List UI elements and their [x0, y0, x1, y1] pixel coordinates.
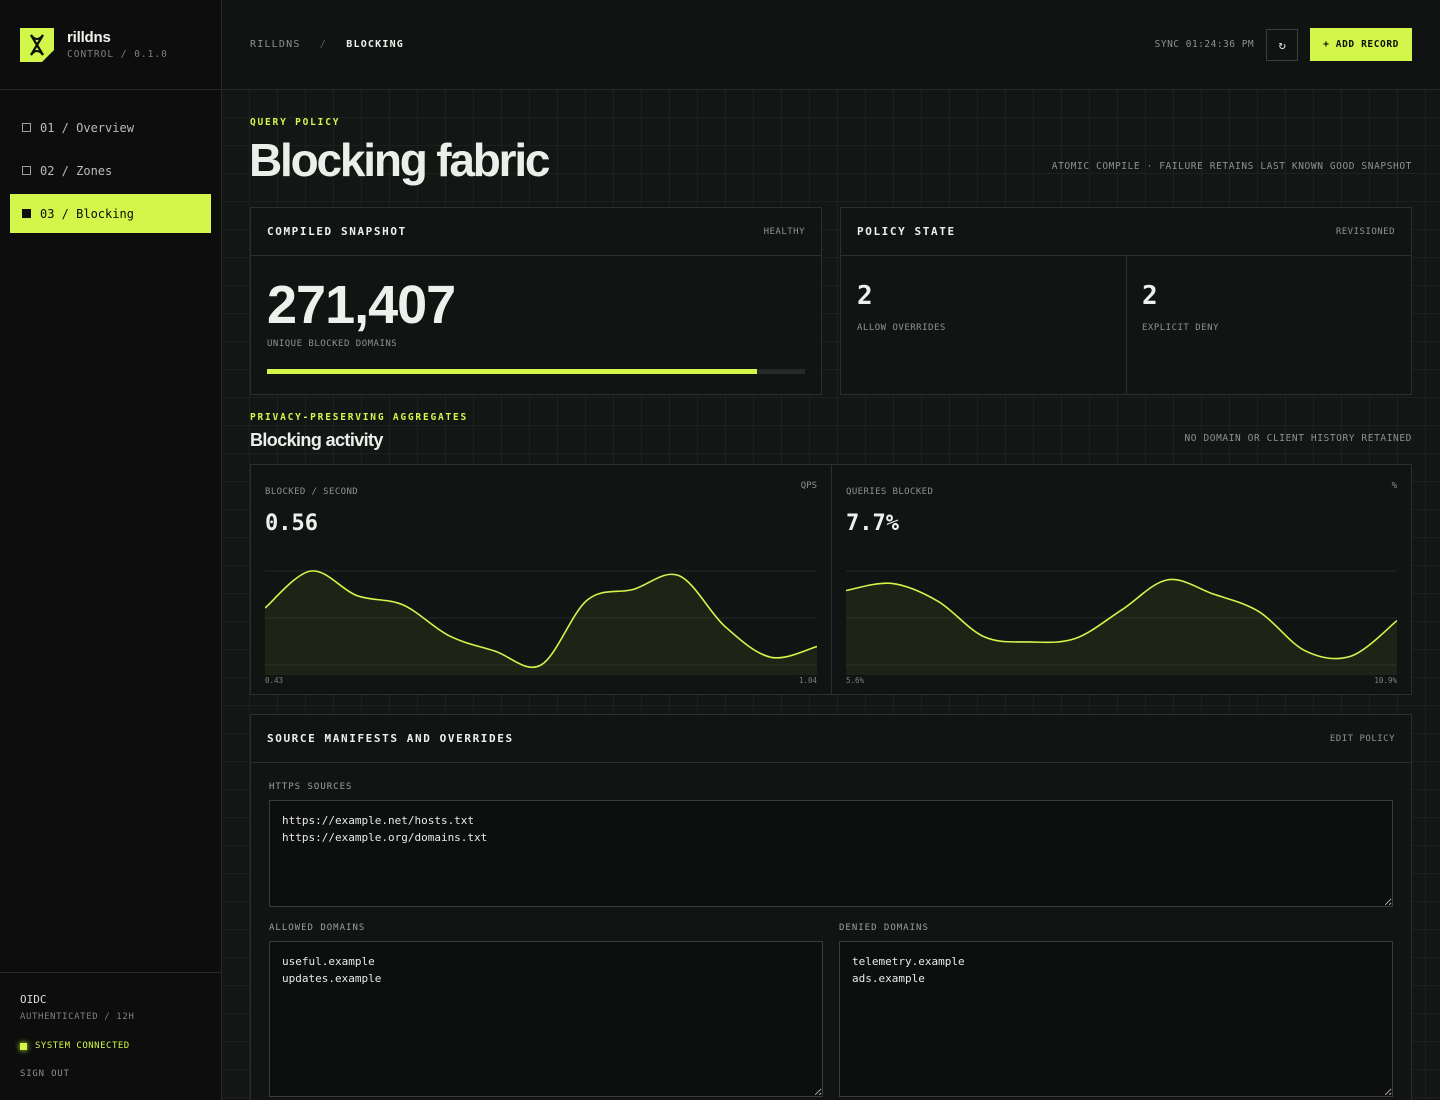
panel-header: SOURCE MANIFESTS AND OVERRIDES EDIT POLI…: [251, 715, 1411, 763]
main-content: QUERY POLICY Blocking fabric ATOMIC COMP…: [222, 90, 1440, 1100]
panel-title: COMPILED SNAPSHOT: [267, 225, 407, 238]
chart-current-value: 7.7%: [846, 511, 899, 536]
panel-header: COMPILED SNAPSHOT HEALTHY: [251, 208, 821, 256]
sidebar-nav: 01 / Overview 02 / Zones 03 / Blocking: [0, 90, 221, 233]
square-icon: [22, 123, 31, 132]
edit-policy-button[interactable]: EDIT POLICY: [1329, 733, 1395, 744]
compiled-snapshot-panel: COMPILED SNAPSHOT HEALTHY 271,407 UNIQUE…: [250, 207, 822, 395]
chart-series-line: [265, 570, 817, 668]
allowed-domains-field[interactable]: useful.example updates.example: [269, 941, 823, 1097]
logo-icon: [20, 27, 54, 62]
refresh-button[interactable]: ↻: [1266, 28, 1299, 61]
chart-label: BLOCKED / SECOND: [265, 487, 359, 497]
chart-plot: [265, 570, 817, 675]
chart-label: QUERIES BLOCKED: [846, 487, 934, 497]
allowed-domains-label: ALLOWED DOMAINS: [269, 923, 366, 933]
system-status: SYSTEM CONNECTED: [20, 1041, 201, 1051]
blocked-per-second-chart: BLOCKED / SECOND QPS 0.56 0.43 1.04: [250, 464, 832, 695]
activity-note: NO DOMAIN OR CLIENT HISTORY RETAINED: [1184, 433, 1412, 444]
breadcrumb-current: BLOCKING: [346, 39, 405, 50]
chart-plot: [846, 570, 1397, 675]
sign-out-link[interactable]: SIGN OUT: [20, 1069, 70, 1079]
sidebar-item-label: 01 / Overview: [40, 120, 134, 135]
topbar: RILLDNS / BLOCKING SYNC 01:24:36 PM ↻ + …: [222, 0, 1440, 90]
topbar-actions: SYNC 01:24:36 PM ↻ + ADD RECORD: [1155, 28, 1412, 61]
source-manifests-panel: SOURCE MANIFESTS AND OVERRIDES EDIT POLI…: [250, 714, 1412, 1100]
queries-blocked-chart: QUERIES BLOCKED % 7.7% 5.6% 10.9%: [831, 464, 1412, 695]
breadcrumb-root[interactable]: RILLDNS: [250, 39, 301, 50]
sidebar-item-zones[interactable]: 02 / Zones: [10, 151, 211, 190]
denied-domains-label: DENIED DOMAINS: [839, 923, 929, 933]
chart-min-label: 5.6%: [846, 676, 865, 685]
policy-state-panel: POLICY STATE REVISIONED 2 ALLOW OVERRIDE…: [840, 207, 1412, 395]
revision-badge: REVISIONED: [1335, 226, 1395, 237]
chart-max-label: 10.9%: [1374, 676, 1397, 685]
chart-unit: QPS: [800, 481, 817, 491]
explicit-deny-count: 2: [1142, 281, 1158, 311]
allow-overrides-count: 2: [857, 281, 873, 311]
auth-provider: OIDC: [20, 993, 47, 1006]
chart-max-label: 1.04: [798, 676, 817, 685]
page-title: Blocking fabric: [249, 134, 550, 186]
square-icon: [22, 166, 31, 175]
sidebar-item-overview[interactable]: 01 / Overview: [10, 108, 211, 147]
https-sources-field[interactable]: https://example.net/hosts.txt https://ex…: [269, 800, 1393, 907]
brand-version: CONTROL / 0.1.0: [67, 49, 168, 60]
sync-time: SYNC 01:24:36 PM: [1154, 39, 1255, 50]
explicit-deny-label: EXPLICIT DENY: [1142, 323, 1219, 333]
refresh-icon: ↻: [1278, 37, 1286, 52]
panel-title: SOURCE MANIFESTS AND OVERRIDES: [267, 732, 514, 745]
chart-current-value: 0.56: [265, 511, 318, 536]
status-dot-icon: [20, 1042, 27, 1050]
activity-eyebrow: PRIVACY-PRESERVING AGGREGATES: [250, 412, 469, 423]
sidebar-item-label: 03 / Blocking: [40, 206, 134, 221]
activity-title: Blocking activity: [250, 430, 383, 450]
status-badge: HEALTHY: [763, 226, 805, 237]
page-note: ATOMIC COMPILE · FAILURE RETAINS LAST KN…: [1051, 161, 1412, 172]
blocked-domain-caption: UNIQUE BLOCKED DOMAINS: [267, 339, 398, 349]
chart-series-line: [846, 578, 1397, 660]
add-record-button[interactable]: + ADD RECORD: [1310, 28, 1412, 61]
https-sources-label: HTTPS SOURCES: [269, 782, 353, 792]
sidebar: rilldns CONTROL / 0.1.0 01 / Overview 02…: [0, 0, 222, 1100]
sidebar-item-label: 02 / Zones: [40, 163, 113, 178]
brand-name: rilldns: [67, 29, 111, 46]
chart-area: [846, 579, 1397, 675]
blocked-domain-count: 271,407: [267, 275, 456, 335]
allow-overrides-label: ALLOW OVERRIDES: [857, 323, 946, 333]
divider: [1126, 256, 1127, 395]
page-eyebrow: QUERY POLICY: [250, 117, 341, 128]
snapshot-progress-bar: [267, 369, 805, 374]
brand: rilldns CONTROL / 0.1.0: [0, 0, 221, 90]
chart-min-label: 0.43: [265, 676, 284, 685]
sidebar-item-blocking[interactable]: 03 / Blocking: [10, 194, 211, 233]
chart-unit: %: [1391, 481, 1397, 491]
panel-header: POLICY STATE REVISIONED: [841, 208, 1411, 256]
snapshot-progress-fill: [267, 369, 757, 374]
system-status-label: SYSTEM CONNECTED: [35, 1041, 130, 1051]
panel-title: POLICY STATE: [857, 225, 956, 238]
auth-panel: OIDC AUTHENTICATED / 12H SYSTEM CONNECTE…: [0, 972, 221, 1100]
denied-domains-field[interactable]: telemetry.example ads.example: [839, 941, 1393, 1097]
square-icon: [22, 209, 31, 218]
breadcrumb-separator: /: [319, 39, 328, 50]
chart-area: [265, 570, 817, 675]
breadcrumb: RILLDNS / BLOCKING: [250, 39, 404, 50]
auth-status: AUTHENTICATED / 12H: [20, 1012, 135, 1022]
